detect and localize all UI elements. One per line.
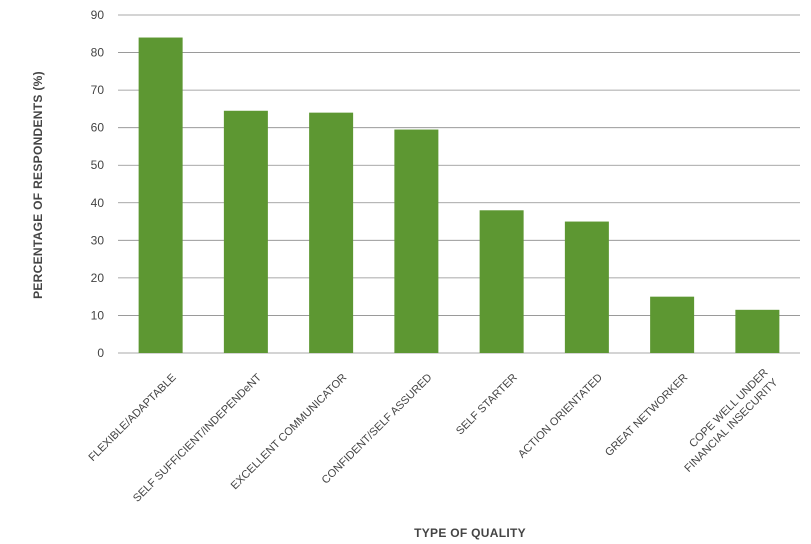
x-category-label-line: GREAT NETWORKER (603, 372, 690, 459)
y-tick-label: 10 (91, 308, 105, 322)
y-tick-labels: 0 10 20 30 40 50 60 70 80 90 (91, 8, 105, 360)
y-tick-label: 50 (91, 158, 105, 172)
y-tick-label: 40 (91, 196, 105, 210)
bar (138, 37, 183, 354)
bars (138, 37, 780, 354)
y-tick-label: 0 (97, 346, 104, 360)
x-category-label: GREAT NETWORKER (603, 372, 690, 459)
x-axis-title: TYPE OF QUALITY (414, 526, 526, 540)
x-category-label-line: COPE WELL UNDER (687, 367, 770, 450)
bar (564, 221, 609, 353)
x-category-label-line: FINANCIAL INSECURITY (682, 376, 781, 475)
x-category-label-line: FLEXIBLE/ADAPTABLE (87, 372, 179, 464)
y-tick-label: 70 (91, 83, 105, 97)
x-category-label-line: ACTION ORIENTATED (516, 372, 605, 461)
y-tick-label: 90 (91, 8, 105, 22)
bar (223, 110, 268, 354)
bar (735, 309, 780, 353)
x-category-label: SELF STARTER (454, 372, 520, 438)
bar (650, 296, 695, 353)
bar (479, 210, 524, 353)
gridlines (118, 14, 800, 354)
bar (394, 129, 439, 353)
x-category-label: ACTION ORIENTATED (516, 372, 605, 461)
y-tick-label: 80 (91, 46, 105, 60)
y-tick-label: 20 (91, 271, 105, 285)
y-axis-title: PERCENTAGE OF RESPONDENTS (%) (31, 71, 45, 299)
y-tick-label: 30 (91, 233, 105, 247)
x-category-label: FLEXIBLE/ADAPTABLE (87, 372, 179, 464)
bar (309, 112, 354, 354)
y-tick-label: 60 (91, 121, 105, 135)
x-category-label: COPE WELL UNDERFINANCIAL INSECURITY (672, 366, 780, 474)
x-category-label-line: SELF STARTER (454, 372, 520, 438)
